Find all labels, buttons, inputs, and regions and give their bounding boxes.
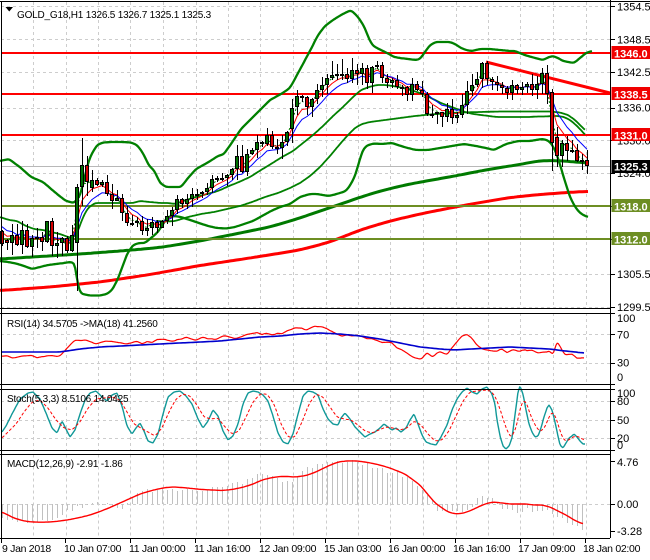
svg-text:RSI(14) 34.5705 ->MA(18) 41.2: RSI(14) 34.5705 ->MA(18) 41.2560 — [7, 319, 158, 330]
svg-text:10 Jan 07:00: 10 Jan 07:00 — [64, 543, 122, 555]
svg-text:70: 70 — [617, 329, 629, 341]
svg-text:4.76: 4.76 — [617, 457, 638, 469]
svg-text:20: 20 — [617, 433, 629, 445]
svg-text:GOLD_G18,H1 1326.5 1326.7 132: GOLD_G18,H1 1326.5 1326.7 1325.1 1325.3 — [17, 10, 212, 21]
svg-text:1336.0: 1336.0 — [617, 103, 650, 115]
svg-text:50: 50 — [617, 415, 629, 427]
svg-text:16 Jan 00:00: 16 Jan 00:00 — [388, 543, 446, 555]
svg-text:1312.0: 1312.0 — [614, 235, 648, 247]
svg-text:1331.0: 1331.0 — [614, 131, 648, 143]
svg-text:1346.0: 1346.0 — [614, 49, 648, 61]
svg-text:11 Jan 00:00: 11 Jan 00:00 — [129, 543, 186, 555]
svg-text:30: 30 — [617, 358, 629, 370]
svg-text:1342.5: 1342.5 — [617, 67, 650, 79]
svg-text:1348.5: 1348.5 — [617, 34, 650, 46]
svg-text:0: 0 — [617, 440, 623, 452]
svg-text:12 Jan 09:00: 12 Jan 09:00 — [259, 543, 317, 555]
svg-text:1325.3: 1325.3 — [614, 162, 648, 174]
svg-text:1354.5: 1354.5 — [617, 2, 650, 14]
svg-text:16 Jan 16:00: 16 Jan 16:00 — [453, 543, 511, 555]
svg-text:1299.5: 1299.5 — [617, 302, 650, 314]
svg-text:100: 100 — [617, 388, 635, 400]
svg-text:Stoch(5,3,3) 8.5106 14.0425: Stoch(5,3,3) 8.5106 14.0425 — [7, 394, 129, 405]
svg-text:1338.5: 1338.5 — [614, 90, 648, 102]
svg-text:1318.0: 1318.0 — [614, 202, 648, 214]
svg-text:1305.5: 1305.5 — [617, 269, 650, 281]
svg-text:17 Jan 09:00: 17 Jan 09:00 — [518, 543, 576, 555]
svg-text:100: 100 — [617, 313, 635, 325]
svg-text:9 Jan 2018: 9 Jan 2018 — [2, 543, 51, 555]
svg-text:11 Jan 16:00: 11 Jan 16:00 — [194, 543, 251, 555]
svg-text:-3.28: -3.28 — [617, 526, 642, 538]
svg-text:15 Jan 03:00: 15 Jan 03:00 — [324, 543, 382, 555]
svg-text:0: 0 — [617, 372, 623, 384]
svg-text:0.00: 0.00 — [617, 499, 638, 511]
svg-text:MACD(12,26,9) -2.91 -1.86: MACD(12,26,9) -2.91 -1.86 — [7, 459, 123, 470]
svg-text:18 Jan 02:00: 18 Jan 02:00 — [583, 543, 641, 555]
svg-text:80: 80 — [617, 396, 629, 408]
